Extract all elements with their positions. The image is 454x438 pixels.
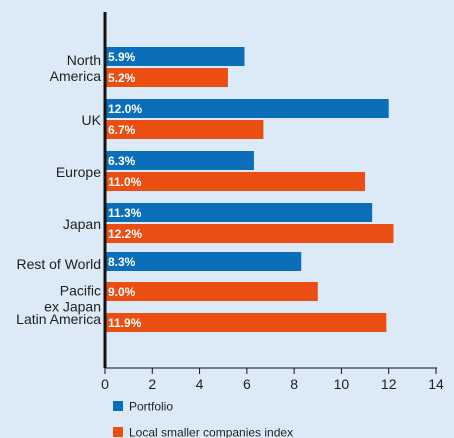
legend-label-portfolio: Portfolio <box>129 400 173 414</box>
category-label: UK <box>82 112 102 128</box>
x-tick-label: 6 <box>243 376 251 392</box>
index-bar <box>105 120 264 139</box>
x-tick-label: 0 <box>101 376 109 392</box>
category-label: Japan <box>63 216 101 232</box>
x-tick-label: 4 <box>196 376 204 392</box>
category-label: Europe <box>56 164 101 180</box>
portfolio-bar-label: 6.3% <box>108 154 136 168</box>
index-bar-label: 11.9% <box>108 316 142 330</box>
legend-label-index: Local smaller companies index <box>129 426 293 438</box>
x-tick-label: 8 <box>290 376 298 392</box>
x-tick-label: 14 <box>428 376 444 392</box>
index-bar-label: 5.2% <box>108 71 136 85</box>
x-tick-label: 2 <box>148 376 156 392</box>
category-label: Latin America <box>16 311 101 327</box>
legend-swatch-index <box>113 427 123 437</box>
category-label: Rest of World <box>16 256 101 272</box>
category-label: North America <box>50 52 102 84</box>
index-bar <box>105 313 387 332</box>
index-bar <box>105 224 394 243</box>
portfolio-bar <box>105 203 373 222</box>
portfolio-bar <box>105 47 245 66</box>
index-bar <box>105 282 318 301</box>
index-bar <box>105 172 366 191</box>
portfolio-bar <box>105 99 389 118</box>
index-bar-label: 11.0% <box>108 175 142 189</box>
portfolio-bar <box>105 252 302 271</box>
portfolio-bar <box>105 151 254 170</box>
index-bar-label: 6.7% <box>108 123 136 137</box>
index-bar-label: 9.0% <box>108 285 136 299</box>
portfolio-bar-label: 8.3% <box>108 255 136 269</box>
x-tick-label: 10 <box>334 376 350 392</box>
legend-swatch-portfolio <box>113 401 123 411</box>
index-bar <box>105 68 228 87</box>
category-label: Pacific ex Japan <box>44 283 101 315</box>
x-tick-label: 12 <box>381 376 397 392</box>
index-bar-label: 12.2% <box>108 227 142 241</box>
portfolio-bar-label: 5.9% <box>108 50 136 64</box>
portfolio-bar-label: 12.0% <box>108 102 142 116</box>
portfolio-bar-label: 11.3% <box>108 206 142 220</box>
